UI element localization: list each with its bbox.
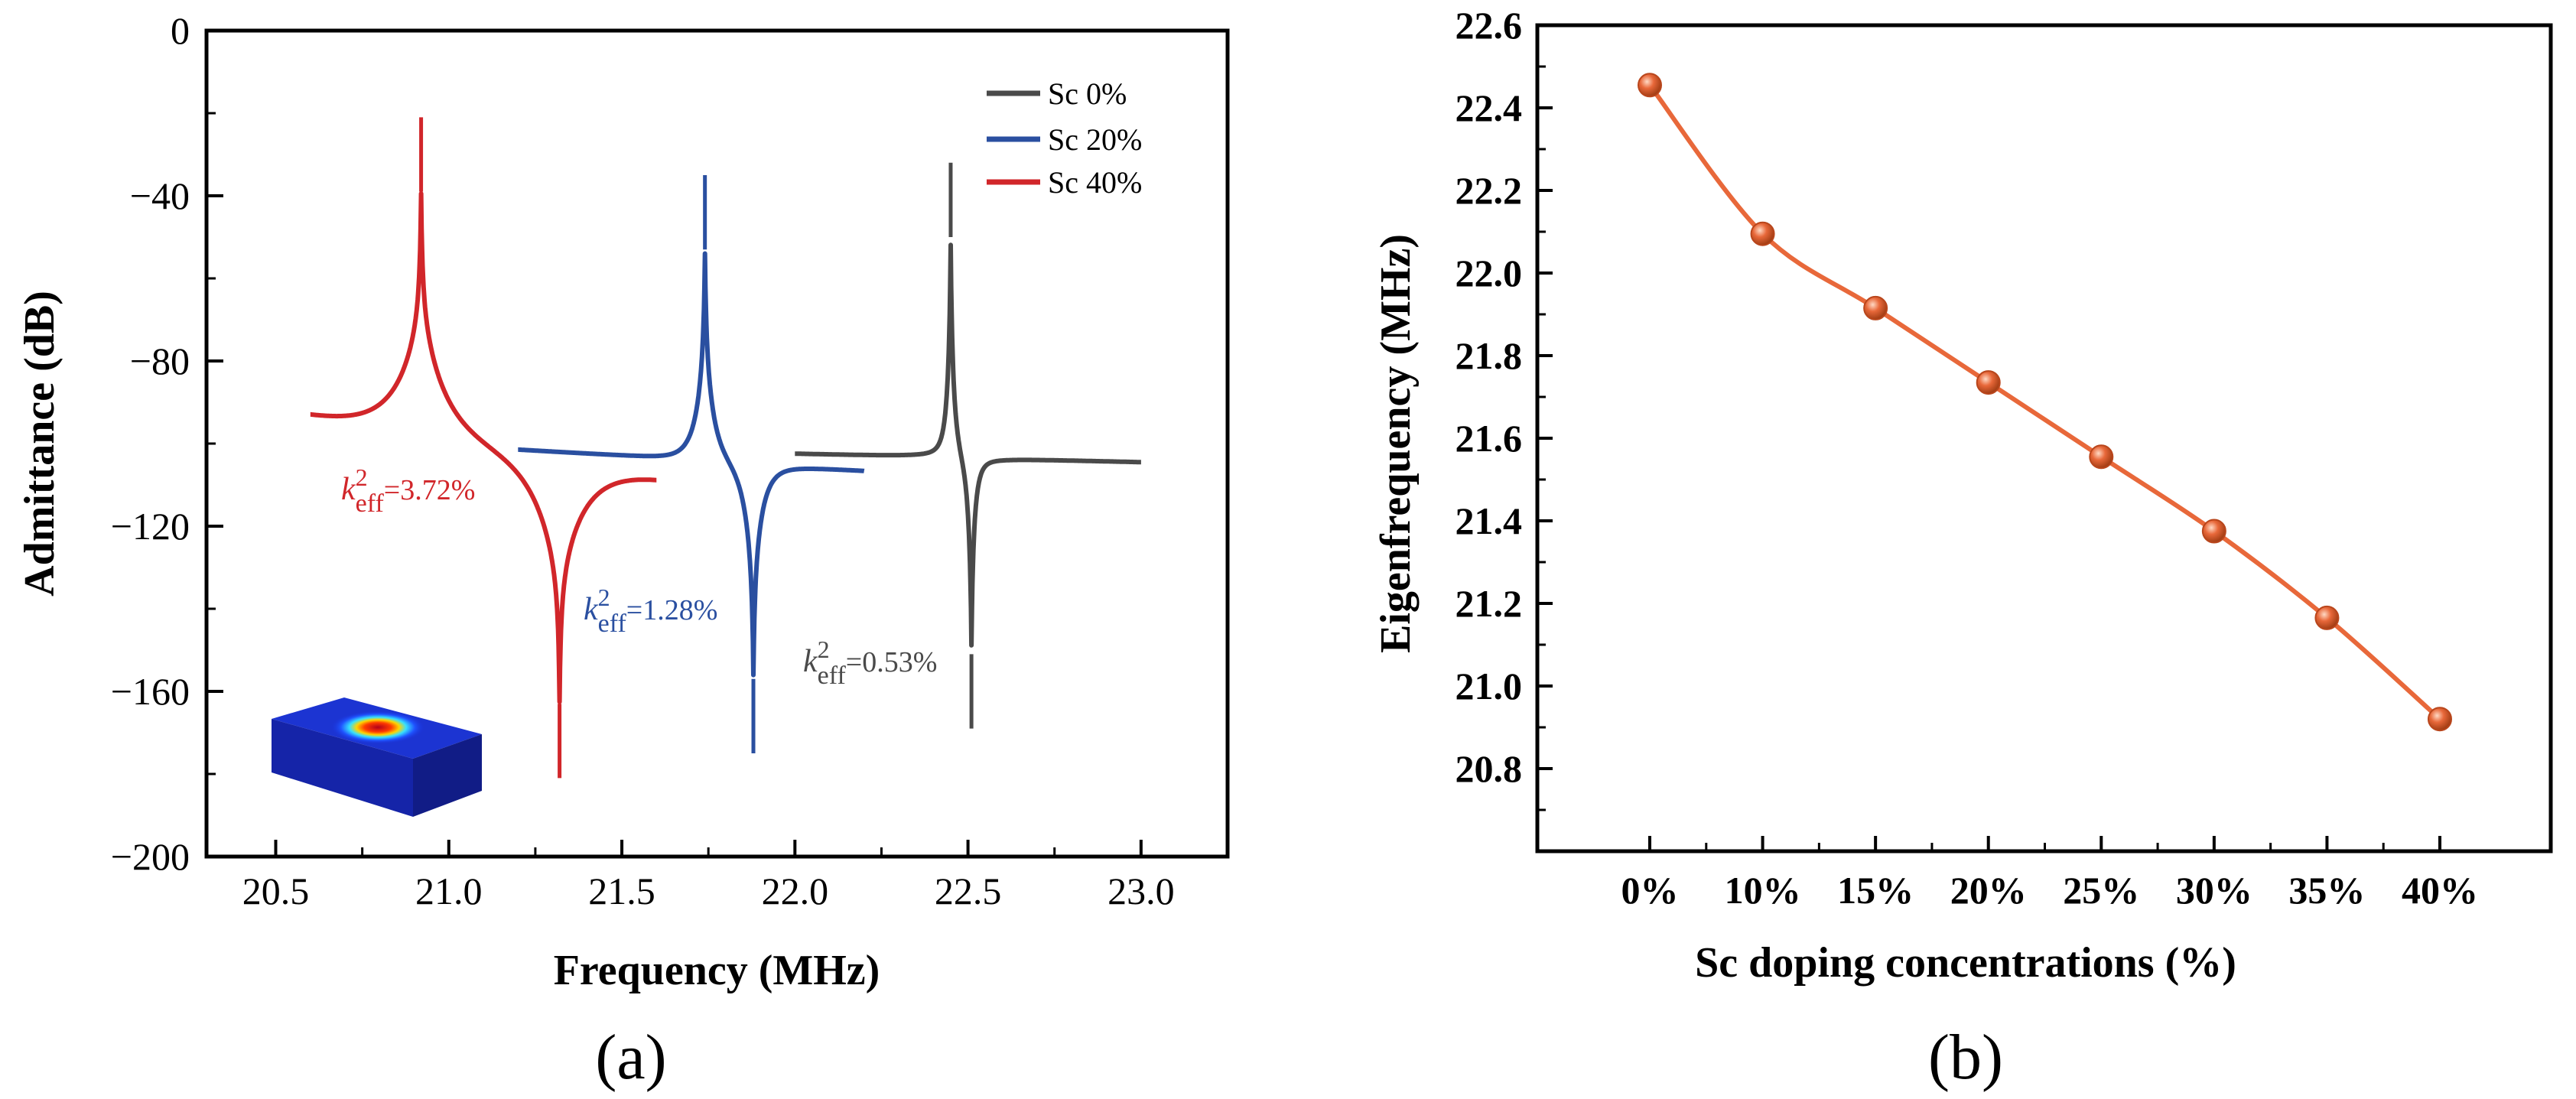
x-tick-label-a: 23.0 bbox=[1107, 870, 1175, 912]
y-tick-label-b: 20.8 bbox=[1456, 747, 1523, 790]
x-axis-label-b: Sc doping concentrations (%) bbox=[1695, 939, 2236, 987]
y-tick-label-b: 22.2 bbox=[1456, 169, 1523, 212]
y-axis-label-b: Eigenfrequency (MHz) bbox=[1372, 234, 1420, 653]
y-tick-label-b: 22.6 bbox=[1456, 4, 1523, 47]
data-point-25pct bbox=[2089, 444, 2114, 470]
data-point-30pct bbox=[2201, 519, 2226, 544]
plot-frame-b bbox=[1535, 23, 2553, 854]
x-tick-label-b: 40% bbox=[2402, 869, 2478, 912]
data-point-40pct bbox=[2428, 707, 2452, 732]
keff-annotation: k2 eff=1.28% bbox=[584, 584, 717, 638]
x-axis-a: 20.5 21.0 21.5 22.0 22.5 23.0 bbox=[242, 840, 1175, 912]
x-tick-label-b: 25% bbox=[2063, 869, 2139, 912]
y-tick-label-b: 21.8 bbox=[1456, 334, 1523, 377]
y-tick-label-b: 22.4 bbox=[1456, 86, 1523, 129]
legend-label: Sc 20% bbox=[1048, 122, 1142, 157]
keff-annotation: k2 eff=3.72% bbox=[341, 463, 475, 518]
panel-a: 0 −40 −80 −120 −160 −200 20.5 21.0 21.5 22.0 22.5… bbox=[16, 9, 1230, 1093]
legend-label: Sc 0% bbox=[1048, 76, 1127, 111]
series-line-sc-20- bbox=[516, 251, 867, 678]
keff-annotation: k2 eff=0.53% bbox=[803, 636, 937, 690]
y-axis-a: 0 −40 −80 −120 −160 −200 bbox=[111, 9, 223, 878]
panel-label-b: (b) bbox=[1928, 1022, 2003, 1093]
panel-label-a: (a) bbox=[595, 1022, 666, 1093]
x-tick-label-a: 20.5 bbox=[242, 870, 310, 912]
x-tick-label-b: 35% bbox=[2288, 869, 2365, 912]
series-line-sc-0- bbox=[793, 242, 1143, 648]
x-tick-label-b: 15% bbox=[1837, 869, 1914, 912]
y-tick-label-b: 21.6 bbox=[1456, 417, 1523, 460]
x-axis-label-a: Frequency (MHz) bbox=[554, 947, 880, 994]
y-tick-label-a: −40 bbox=[130, 174, 190, 217]
y-tick-label-b: 21.2 bbox=[1456, 582, 1523, 625]
y-axis-label-a: Admittance (dB) bbox=[16, 291, 63, 597]
legend-label: Sc 40% bbox=[1048, 165, 1142, 200]
y-tick-label-b: 21.4 bbox=[1456, 499, 1523, 542]
y-tick-label-a: −120 bbox=[111, 505, 190, 548]
y-tick-label-a: −200 bbox=[111, 835, 190, 878]
x-tick-label-a: 21.0 bbox=[415, 870, 483, 912]
x-tick-label-b: 10% bbox=[1725, 869, 1801, 912]
x-tick-label-a: 22.0 bbox=[762, 870, 829, 912]
x-tick-label-b: 30% bbox=[2176, 869, 2252, 912]
x-tick-label-b: 0% bbox=[1621, 869, 1679, 912]
y-tick-label-a: −80 bbox=[130, 340, 190, 382]
data-point-0pct bbox=[1638, 73, 1662, 98]
x-axis-b: 0% 10% 15% 20% 25% 30% 35% 40% bbox=[1621, 836, 2478, 912]
x-tick-label-a: 21.5 bbox=[588, 870, 655, 912]
legend-a: Sc 0% Sc 20% Sc 40% bbox=[987, 76, 1142, 200]
data-point-20pct bbox=[1976, 370, 2001, 395]
y-tick-label-a: 0 bbox=[171, 9, 190, 52]
x-tick-label-a: 22.5 bbox=[935, 870, 1002, 912]
series-group-b bbox=[1638, 73, 2452, 732]
panel-b: 22.6 22.4 22.2 22.0 21.8 21.6 21.4 21.2 21.0 20.8… bbox=[1372, 4, 2553, 1093]
series-group-a bbox=[308, 117, 1143, 779]
x-tick-label-b: 20% bbox=[1950, 869, 2027, 912]
y-axis-b: 22.6 22.4 22.2 22.0 21.8 21.6 21.4 21.2 21.0 20.8 bbox=[1456, 4, 1553, 811]
y-tick-label-b: 22.0 bbox=[1456, 252, 1523, 294]
data-point-35pct bbox=[2314, 605, 2340, 630]
annotations-a: k2 eff=0.53% k2 eff=1.28% k2 eff=3.72% bbox=[341, 463, 937, 690]
mode-shape-inset bbox=[272, 697, 482, 817]
data-point-15pct bbox=[1863, 295, 1888, 320]
series-line-sc-40- bbox=[308, 191, 659, 704]
y-tick-label-a: −160 bbox=[111, 670, 190, 713]
data-point-10pct bbox=[1750, 221, 1775, 246]
y-tick-label-b: 21.0 bbox=[1456, 665, 1523, 707]
